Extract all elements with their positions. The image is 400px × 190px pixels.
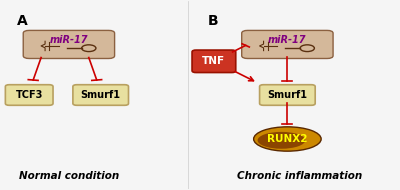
Text: RUNX2: RUNX2 [267,134,308,144]
Text: Chronic inflammation: Chronic inflammation [237,171,362,181]
Text: miR-17: miR-17 [268,35,307,45]
FancyBboxPatch shape [5,85,53,105]
Text: B: B [208,14,218,28]
Text: Normal condition: Normal condition [19,171,119,181]
FancyBboxPatch shape [260,85,315,105]
Ellipse shape [254,127,321,151]
Text: A: A [17,14,28,28]
FancyBboxPatch shape [242,30,333,59]
Text: TCF3: TCF3 [16,90,43,100]
Text: Smurf1: Smurf1 [81,90,121,100]
FancyBboxPatch shape [23,30,114,59]
Text: TNF: TNF [202,56,226,66]
FancyBboxPatch shape [73,85,128,105]
Ellipse shape [258,132,305,149]
FancyBboxPatch shape [192,50,236,73]
Text: Smurf1: Smurf1 [267,90,307,100]
Text: miR-17: miR-17 [50,35,88,45]
